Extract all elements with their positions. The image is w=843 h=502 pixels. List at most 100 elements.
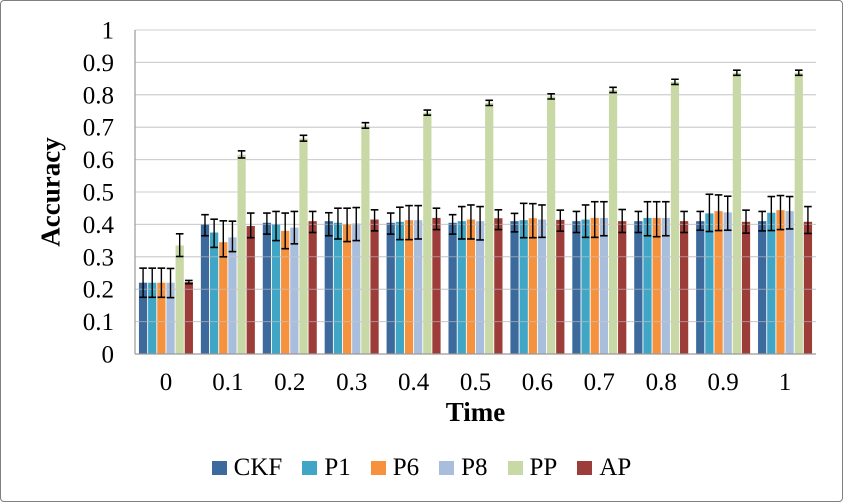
- x-tick-label-0.2: 0.2: [274, 369, 305, 396]
- bar-pp-t0.8: [670, 81, 680, 354]
- legend-item-p8: P8: [439, 454, 488, 482]
- bar-p6-t0: [157, 282, 166, 354]
- bar-ap-t0.2: [308, 221, 317, 354]
- bar-p8-t0.6: [537, 219, 547, 354]
- legend-item-pp: PP: [507, 454, 557, 482]
- bar-p8-t0.4: [414, 220, 423, 354]
- legend-label-p6: P6: [392, 454, 420, 481]
- bar-p8-t0: [166, 282, 175, 354]
- x-tick-label-0.5: 0.5: [460, 369, 491, 396]
- bar-p1-t0.1: [210, 232, 219, 354]
- bar-pp-t0.7: [608, 89, 618, 354]
- bar-pp-t0.9: [732, 72, 741, 355]
- bar-p8-t0.5: [475, 221, 485, 354]
- y-tick-label-0.2: 0.2: [83, 277, 114, 304]
- bar-ckf-t0.7: [572, 221, 581, 354]
- bar-ckf-t0.9: [696, 221, 705, 354]
- bar-p6-t0.7: [590, 217, 599, 354]
- bar-p1-t1: [767, 212, 776, 354]
- bar-p1-t0.5: [457, 221, 466, 354]
- bar-ckf-t0.6: [510, 221, 519, 354]
- bar-pp-t1: [794, 72, 803, 355]
- bar-ckf-t1: [758, 221, 767, 354]
- legend-swatch-p6: [370, 461, 386, 475]
- bar-ckf-t0.8: [634, 221, 643, 354]
- x-axis-title: Time: [445, 397, 506, 427]
- bar-p8-t0.7: [599, 217, 609, 354]
- bar-p1-t0.8: [643, 217, 652, 354]
- bar-p1-t0.6: [519, 220, 528, 354]
- bar-pp-t0.3: [361, 125, 370, 354]
- bar-ap-t0.1: [246, 226, 255, 354]
- x-tick-label-0.8: 0.8: [646, 369, 677, 396]
- bar-p6-t0.5: [466, 219, 476, 354]
- bar-pp-t0.2: [299, 138, 308, 354]
- legend: CKF P1 P6 P8 PP AP: [1, 454, 842, 482]
- legend-item-ap: AP: [577, 454, 631, 482]
- x-tick-label-0.1: 0.1: [212, 369, 243, 396]
- y-tick-label-1: 1: [102, 18, 115, 45]
- x-tick-label-0.3: 0.3: [336, 369, 367, 396]
- bar-pp-t0.5: [485, 102, 494, 355]
- y-axis-title: Accuracy: [35, 137, 66, 247]
- legend-item-p1: P1: [302, 454, 351, 482]
- bar-ckf-t0.5: [448, 222, 457, 354]
- x-tick-label-0: 0: [160, 369, 173, 396]
- bar-p6-t1: [776, 210, 785, 354]
- y-tick-label-0.1: 0.1: [83, 309, 114, 336]
- bar-ap-t1: [803, 221, 813, 354]
- legend-swatch-pp: [507, 461, 523, 475]
- bar-pp-t0: [175, 245, 184, 354]
- bar-p1-t0.9: [705, 213, 714, 354]
- bar-ap-t0.5: [494, 218, 503, 354]
- legend-label-ap: AP: [599, 454, 632, 481]
- y-tick-label-0.8: 0.8: [83, 82, 114, 109]
- bar-p1-t0: [148, 282, 157, 354]
- x-tick-label-0.4: 0.4: [398, 369, 430, 396]
- bar-p8-t0.8: [661, 217, 670, 354]
- bar-ckf-t0.4: [386, 222, 395, 354]
- legend-label-ckf: CKF: [233, 454, 283, 481]
- x-tick-label-1: 1: [779, 369, 792, 396]
- y-tick-label-0: 0: [102, 342, 115, 369]
- bar-ap-t0.9: [741, 221, 751, 354]
- bar-p6-t0.9: [714, 211, 723, 354]
- bar-p8-t0.9: [723, 212, 732, 354]
- legend-item-p6: P6: [370, 454, 420, 482]
- legend-swatch-ap: [577, 461, 593, 475]
- bar-ap-t0.6: [556, 219, 565, 354]
- bar-pp-t0.4: [423, 112, 432, 355]
- legend-swatch-ckf: [211, 461, 227, 475]
- bar-p6-t0.4: [404, 220, 414, 354]
- bar-p1-t0.3: [333, 222, 343, 354]
- legend-label-p8: P8: [461, 454, 488, 481]
- bar-p1-t0.7: [581, 219, 590, 354]
- bar-p8-t0.1: [228, 237, 237, 354]
- bar-p1-t0.4: [395, 221, 404, 354]
- bar-p6-t0.6: [528, 218, 537, 354]
- bar-ap-t0: [184, 282, 193, 354]
- y-tick-label-0.4: 0.4: [83, 212, 115, 239]
- y-tick-label-0.9: 0.9: [83, 50, 114, 77]
- x-tick-label-0.7: 0.7: [584, 369, 615, 396]
- bar-p8-t0.2: [290, 227, 299, 354]
- bar-ap-t0.4: [432, 217, 441, 354]
- legend-item-ckf: CKF: [211, 454, 283, 482]
- x-tick-label-0.9: 0.9: [707, 369, 738, 396]
- bar-ap-t0.7: [618, 221, 627, 354]
- y-tick-label-0.3: 0.3: [83, 244, 114, 271]
- y-tick-label-0.5: 0.5: [83, 180, 114, 207]
- bar-ckf-t0.2: [262, 222, 272, 354]
- bar-p6-t0.1: [219, 242, 228, 354]
- bar-ap-t0.8: [679, 221, 689, 354]
- bar-p6-t0.2: [281, 230, 290, 354]
- bar-p8-t1: [785, 211, 794, 354]
- x-tick-label-0.6: 0.6: [522, 369, 553, 396]
- y-tick-label-0.6: 0.6: [83, 147, 114, 174]
- bar-pp-t0.6: [547, 96, 556, 355]
- bar-ckf-t0: [138, 282, 148, 354]
- bar-ap-t0.3: [370, 219, 379, 354]
- bar-ckf-t0.3: [324, 221, 333, 354]
